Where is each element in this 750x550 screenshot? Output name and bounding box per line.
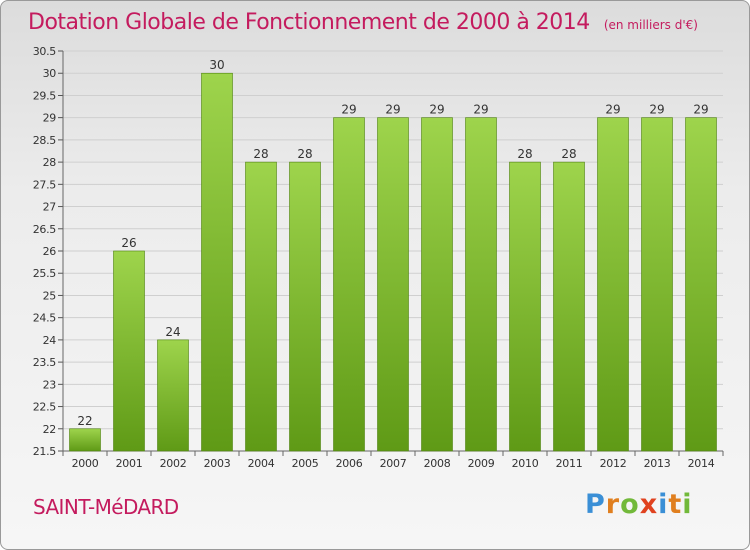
bar-value-label: 28 (297, 147, 312, 161)
x-tick-label: 2014 (688, 457, 715, 470)
x-tick-label: 2010 (512, 457, 539, 470)
bar-value-label: 26 (121, 236, 136, 250)
proxiti-logo: Proxiti (585, 489, 693, 520)
logo-letter: i (658, 489, 669, 520)
y-tick-label: 21.5 (33, 445, 57, 458)
logo-letter: i (682, 489, 693, 520)
x-tick-label: 2000 (72, 457, 99, 470)
bar-2011 (553, 161, 585, 452)
commune-name: SAINT-MéDARD (33, 495, 179, 519)
x-tick-label: 2011 (556, 457, 583, 470)
bar-2014 (685, 117, 717, 452)
chart-title: Dotation Globale de Fonctionnement de 20… (28, 10, 698, 35)
bar-value-label: 28 (517, 147, 532, 161)
y-tick-label: 29.5 (33, 89, 57, 102)
y-tick-label: 24 (43, 334, 57, 347)
y-tick-label: 27 (43, 201, 57, 214)
y-tick-label: 30.5 (33, 45, 57, 58)
y-tick-label: 27.5 (33, 178, 57, 191)
bar-value-label: 29 (429, 103, 444, 117)
y-tick-label: 26 (43, 245, 57, 258)
y-tick-label: 28.5 (33, 134, 57, 147)
y-tick-label: 28 (43, 156, 57, 169)
bar-2012 (597, 117, 629, 452)
bar-value-label: 29 (693, 103, 708, 117)
y-tick-label: 23 (43, 378, 57, 391)
bar-2003 (201, 72, 233, 452)
logo-letter: r (605, 489, 621, 520)
bar-value-label: 28 (561, 147, 576, 161)
y-axis-tick-labels: 21.5 22 22.5 23 23.5 24 24.5 25 25.5 26 26.5 27 27.5… (33, 45, 57, 458)
y-tick-label: 23.5 (33, 356, 57, 369)
logo-letter: t (668, 489, 683, 520)
x-tick-label: 2005 (292, 457, 319, 470)
y-tick-label: 29 (43, 112, 57, 125)
y-tick-label: 26.5 (33, 223, 57, 236)
chart-unit-text: (en milliers d'€) (603, 18, 698, 32)
bar-value-label: 29 (341, 103, 356, 117)
x-tick-label: 2004 (248, 457, 275, 470)
bar-2010 (509, 161, 541, 452)
x-axis-tick-labels: 2000 2001 2002 2003 2004 2005 2006 2007 2008 2009… (72, 457, 715, 470)
x-tick-label: 2013 (644, 457, 671, 470)
bar-value-label: 28 (253, 147, 268, 161)
y-tick-label: 22.5 (33, 401, 57, 414)
logo-letter: o (620, 489, 640, 520)
y-tick-label: 24.5 (33, 312, 57, 325)
bar-2004 (245, 161, 277, 452)
x-tick-label: 2012 (600, 457, 627, 470)
x-tick-label: 2006 (336, 457, 363, 470)
bar-value-label: 24 (165, 325, 180, 339)
bar-value-labels: 22 26 24 30 28 28 29 29 29 29 28 28 29 29 29 (77, 58, 708, 428)
bar-value-label: 22 (77, 414, 92, 428)
bar-2001 (113, 250, 145, 452)
bar-value-label: 29 (649, 103, 664, 117)
x-tick-label: 2001 (116, 457, 143, 470)
bar-2008 (421, 117, 453, 452)
logo-letter: P (585, 489, 606, 520)
y-tick-label: 25.5 (33, 267, 57, 280)
x-tick-label: 2002 (160, 457, 187, 470)
bar-2000 (69, 428, 101, 452)
chart-title-text: Dotation Globale de Fonctionnement de 20… (28, 10, 590, 35)
bar-value-label: 29 (473, 103, 488, 117)
bar-2007 (377, 117, 409, 452)
bar-2005 (289, 161, 321, 452)
bar-2006 (333, 117, 365, 452)
y-tick-label: 30 (43, 67, 57, 80)
y-tick-label: 25 (43, 289, 57, 302)
y-tick-label: 22 (43, 423, 56, 436)
bar-2013 (641, 117, 673, 452)
bar-value-label: 29 (605, 103, 620, 117)
x-tick-label: 2007 (380, 457, 407, 470)
bar-2002 (157, 339, 189, 452)
bar-value-label: 30 (209, 58, 224, 72)
bar-2009 (465, 117, 497, 452)
x-tick-label: 2008 (424, 457, 451, 470)
bar-value-label: 29 (385, 103, 400, 117)
bars (69, 72, 717, 452)
x-tick-label: 2009 (468, 457, 495, 470)
x-tick-label: 2003 (204, 457, 231, 470)
logo-letter: x (639, 489, 659, 520)
